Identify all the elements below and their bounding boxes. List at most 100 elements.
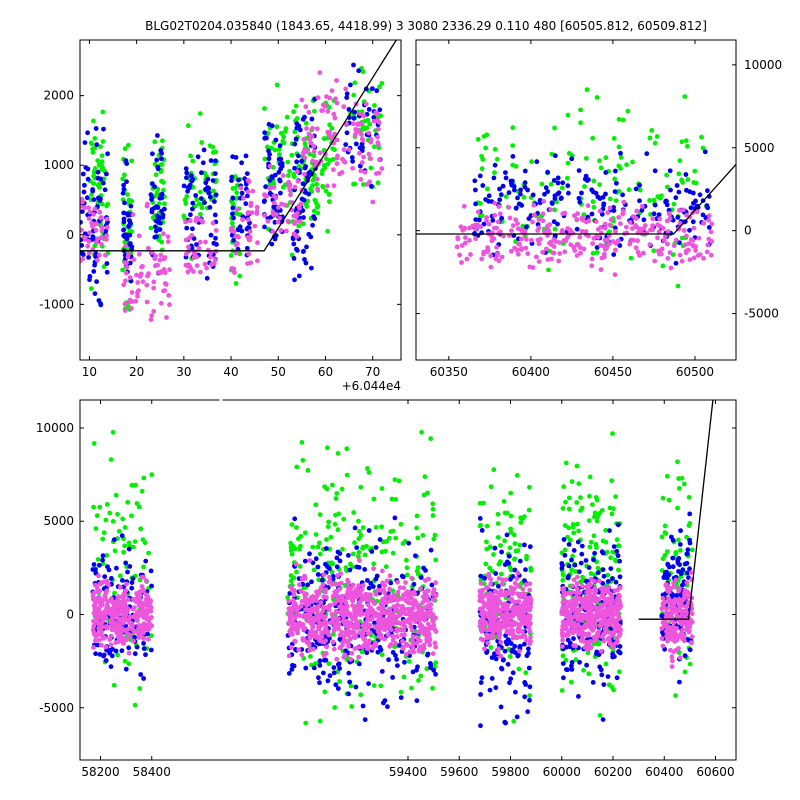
data-point — [556, 258, 562, 264]
data-point — [139, 584, 145, 589]
data-point — [574, 500, 580, 505]
data-point — [319, 613, 325, 619]
data-point — [563, 460, 569, 466]
data-point — [300, 249, 306, 255]
data-point — [312, 108, 317, 114]
data-point — [197, 111, 203, 116]
data-point — [617, 669, 622, 675]
data-point — [186, 244, 191, 250]
data-point — [591, 557, 596, 563]
data-point — [271, 185, 277, 190]
data-point — [194, 254, 200, 260]
data-point — [665, 229, 671, 235]
data-point — [124, 260, 129, 266]
data-point — [100, 561, 106, 567]
data-point — [432, 627, 438, 632]
data-point — [188, 173, 194, 179]
data-point — [300, 181, 306, 187]
data-point — [597, 182, 602, 188]
data-point — [562, 210, 568, 216]
data-point — [527, 581, 533, 587]
data-point — [428, 606, 433, 612]
data-point — [415, 535, 421, 541]
data-point — [262, 130, 267, 136]
data-point — [141, 676, 147, 681]
data-point — [247, 229, 253, 235]
data-point — [88, 140, 94, 146]
x-tick-label: 60500 — [676, 365, 714, 379]
data-point — [590, 199, 596, 205]
data-point — [324, 537, 329, 542]
data-point — [125, 617, 130, 623]
data-point — [152, 139, 158, 145]
data-point — [487, 544, 493, 550]
data-point — [286, 179, 292, 185]
data-point — [311, 208, 317, 214]
data-point — [80, 204, 83, 209]
data-point — [80, 171, 86, 177]
data-point — [154, 234, 159, 240]
data-point — [129, 580, 135, 585]
data-point — [652, 202, 658, 208]
data-point — [374, 88, 380, 94]
data-point — [508, 612, 514, 618]
data-point — [691, 200, 696, 206]
data-point — [579, 216, 585, 222]
data-point — [504, 532, 510, 538]
data-point — [351, 92, 357, 98]
data-point — [395, 602, 401, 608]
data-point — [106, 582, 111, 588]
data-point — [492, 200, 498, 206]
data-point — [489, 655, 495, 660]
data-point — [245, 261, 250, 266]
data-point — [589, 211, 595, 217]
series-blue — [80, 62, 383, 308]
data-point — [333, 512, 338, 518]
data-point — [292, 516, 298, 522]
data-point — [90, 234, 96, 240]
data-point — [429, 582, 435, 588]
data-point — [544, 246, 549, 252]
data-point — [617, 574, 623, 580]
data-point — [494, 252, 500, 258]
data-point — [288, 644, 294, 650]
data-point — [522, 229, 528, 235]
data-point — [631, 214, 636, 219]
data-point — [362, 567, 368, 572]
data-point — [131, 544, 136, 550]
data-point — [377, 84, 382, 90]
data-point — [132, 702, 138, 708]
data-point — [322, 689, 328, 695]
data-point — [642, 223, 648, 228]
data-point — [574, 521, 580, 527]
data-point — [677, 240, 682, 246]
data-point — [565, 235, 570, 240]
data-point — [351, 121, 356, 127]
data-point — [120, 639, 126, 644]
data-point — [574, 253, 580, 258]
data-point — [477, 516, 483, 521]
data-point — [483, 620, 489, 626]
data-point — [607, 196, 613, 202]
data-point — [123, 158, 129, 164]
data-point — [559, 688, 565, 693]
data-point — [613, 579, 619, 585]
data-point — [136, 633, 142, 639]
data-point — [348, 620, 353, 626]
data-point — [149, 583, 155, 589]
data-point — [499, 549, 504, 555]
data-point — [147, 605, 153, 611]
data-point — [559, 195, 564, 201]
data-point — [98, 241, 104, 247]
axes-frame — [415, 39, 737, 361]
data-point — [635, 249, 641, 255]
data-point — [506, 190, 512, 196]
data-point — [359, 587, 365, 592]
data-point — [424, 633, 430, 639]
data-point — [311, 149, 317, 155]
data-point — [235, 226, 241, 232]
data-point — [123, 278, 128, 284]
data-point — [457, 252, 462, 258]
data-point — [310, 183, 315, 188]
y-tick-label: -1000 — [39, 297, 74, 311]
